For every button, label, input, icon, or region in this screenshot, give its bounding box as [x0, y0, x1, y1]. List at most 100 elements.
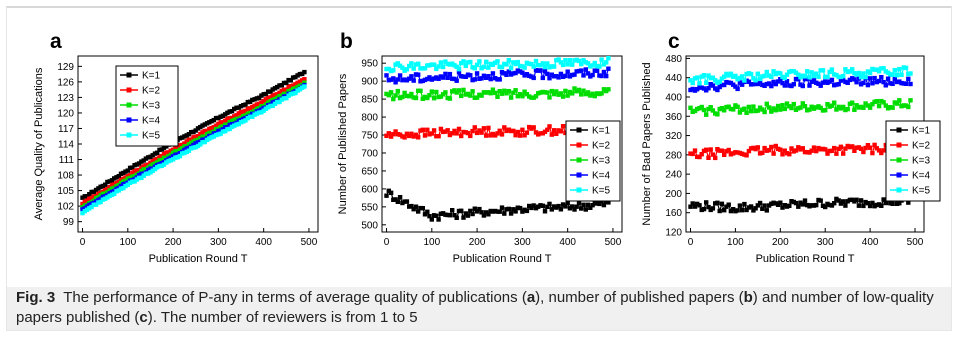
data-point	[710, 108, 716, 113]
data-point	[459, 133, 464, 139]
data-point	[416, 135, 421, 140]
caption-band	[7, 287, 951, 330]
legend: K=1 K=2 K=3 K=4 K=5	[565, 120, 621, 202]
data-point	[431, 76, 437, 81]
data-point	[585, 61, 591, 66]
data-point	[193, 128, 198, 133]
data-point	[427, 93, 432, 98]
data-point	[836, 82, 841, 87]
data-point	[130, 179, 135, 184]
data-point	[209, 130, 214, 135]
data-point	[715, 200, 720, 205]
data-point	[719, 82, 725, 88]
legend: K=1 K=2 K=3 K=4 K=5	[885, 120, 941, 202]
data-point	[735, 104, 740, 109]
data-point	[247, 106, 253, 111]
data-point	[395, 88, 400, 94]
data-point	[522, 73, 527, 78]
y-tick-label: 126	[57, 77, 74, 88]
data-point	[420, 127, 425, 132]
data-point	[186, 142, 192, 147]
data-point	[182, 134, 187, 139]
x-tick-label: 200	[469, 237, 486, 248]
data-point	[513, 133, 518, 138]
data-point	[454, 90, 459, 95]
data-point	[811, 78, 817, 83]
data-point	[572, 207, 577, 212]
data-point	[531, 203, 536, 208]
data-point	[297, 87, 303, 92]
data-point	[161, 160, 167, 165]
data-point	[202, 122, 207, 127]
data-point	[125, 182, 130, 187]
data-point	[218, 131, 223, 136]
data-point	[447, 132, 453, 138]
data-point	[897, 98, 902, 103]
data-point	[704, 80, 709, 85]
data-point	[252, 112, 257, 117]
data-point	[227, 109, 232, 114]
data-point	[852, 148, 857, 153]
data-point	[778, 107, 783, 112]
data-point	[789, 68, 794, 74]
data-point	[493, 60, 498, 65]
data-point	[454, 64, 459, 69]
data-point	[773, 81, 778, 87]
legend-swatch-marker	[126, 132, 132, 138]
data-point	[136, 161, 142, 166]
data-point	[508, 211, 514, 216]
data-point	[250, 114, 255, 119]
data-point	[436, 94, 441, 100]
data-point	[290, 83, 296, 88]
data-point	[506, 127, 511, 132]
data-point	[784, 79, 790, 84]
data-point	[100, 197, 106, 202]
data-point	[583, 207, 588, 212]
data-point	[98, 196, 103, 201]
data-point	[93, 187, 99, 193]
data-point	[773, 71, 778, 77]
data-point	[547, 201, 552, 207]
data-point	[459, 74, 464, 79]
data-point	[690, 86, 695, 92]
data-point	[722, 108, 727, 113]
data-point	[474, 209, 480, 214]
data-point	[493, 76, 498, 81]
data-point	[486, 74, 491, 79]
data-point	[590, 91, 595, 96]
data-point	[558, 71, 564, 77]
data-point	[517, 63, 523, 69]
legend-swatch-marker	[896, 187, 902, 193]
data-point	[384, 91, 389, 97]
data-point	[517, 92, 523, 97]
data-point	[724, 71, 729, 77]
data-point	[450, 61, 455, 66]
data-point	[599, 91, 604, 96]
y-tick-label: 900	[361, 77, 378, 88]
data-point	[499, 205, 505, 210]
data-point	[195, 137, 201, 142]
data-point	[769, 109, 774, 114]
data-point	[748, 204, 754, 209]
data-point	[477, 206, 482, 212]
data-point	[207, 120, 212, 125]
data-point	[805, 150, 810, 155]
data-point	[748, 146, 754, 151]
data-point	[125, 168, 130, 173]
data-point	[107, 179, 112, 184]
data-point	[139, 175, 144, 181]
data-point	[452, 128, 457, 134]
data-point	[422, 77, 428, 83]
data-point	[170, 147, 176, 152]
data-point	[879, 66, 884, 71]
data-point	[422, 212, 428, 217]
data-point	[395, 132, 400, 137]
data-point	[688, 105, 693, 110]
data-point	[594, 68, 600, 73]
panel-label: a	[50, 30, 62, 53]
data-point	[93, 199, 99, 204]
data-point	[431, 62, 437, 67]
data-point	[470, 211, 475, 217]
data-point	[863, 74, 868, 80]
data-point	[832, 100, 837, 105]
